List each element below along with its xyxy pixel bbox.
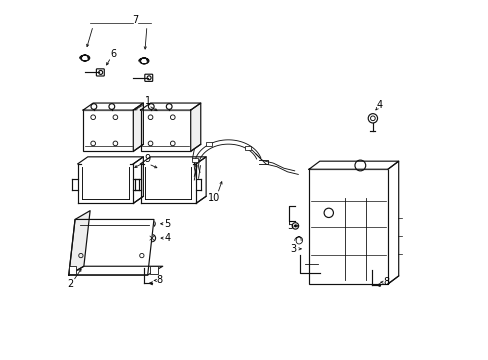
Text: 10: 10 <box>207 193 220 203</box>
Text: 8: 8 <box>156 275 162 285</box>
Text: 2: 2 <box>67 279 74 289</box>
Text: 1: 1 <box>144 96 150 106</box>
Polygon shape <box>83 103 143 110</box>
Polygon shape <box>69 211 90 275</box>
Circle shape <box>293 224 296 228</box>
FancyBboxPatch shape <box>205 142 211 146</box>
Text: 3: 3 <box>289 244 295 254</box>
Text: 9: 9 <box>144 154 150 164</box>
FancyBboxPatch shape <box>144 74 152 81</box>
Text: 4: 4 <box>376 100 382 110</box>
FancyBboxPatch shape <box>308 169 387 284</box>
Polygon shape <box>69 220 154 275</box>
Polygon shape <box>69 266 163 275</box>
FancyBboxPatch shape <box>192 158 198 162</box>
Text: 5: 5 <box>286 221 293 231</box>
Polygon shape <box>133 103 143 151</box>
Polygon shape <box>308 161 398 169</box>
Polygon shape <box>140 103 201 110</box>
FancyBboxPatch shape <box>83 110 133 151</box>
Text: 8: 8 <box>382 277 388 287</box>
FancyBboxPatch shape <box>96 69 104 76</box>
FancyBboxPatch shape <box>149 266 157 274</box>
Text: 6: 6 <box>110 49 117 59</box>
FancyBboxPatch shape <box>68 266 76 274</box>
FancyBboxPatch shape <box>140 110 190 151</box>
FancyBboxPatch shape <box>244 146 250 150</box>
Text: 4: 4 <box>164 233 170 243</box>
Polygon shape <box>190 103 201 151</box>
Text: 5: 5 <box>164 219 170 229</box>
Circle shape <box>150 222 153 225</box>
Text: 7: 7 <box>132 15 138 26</box>
